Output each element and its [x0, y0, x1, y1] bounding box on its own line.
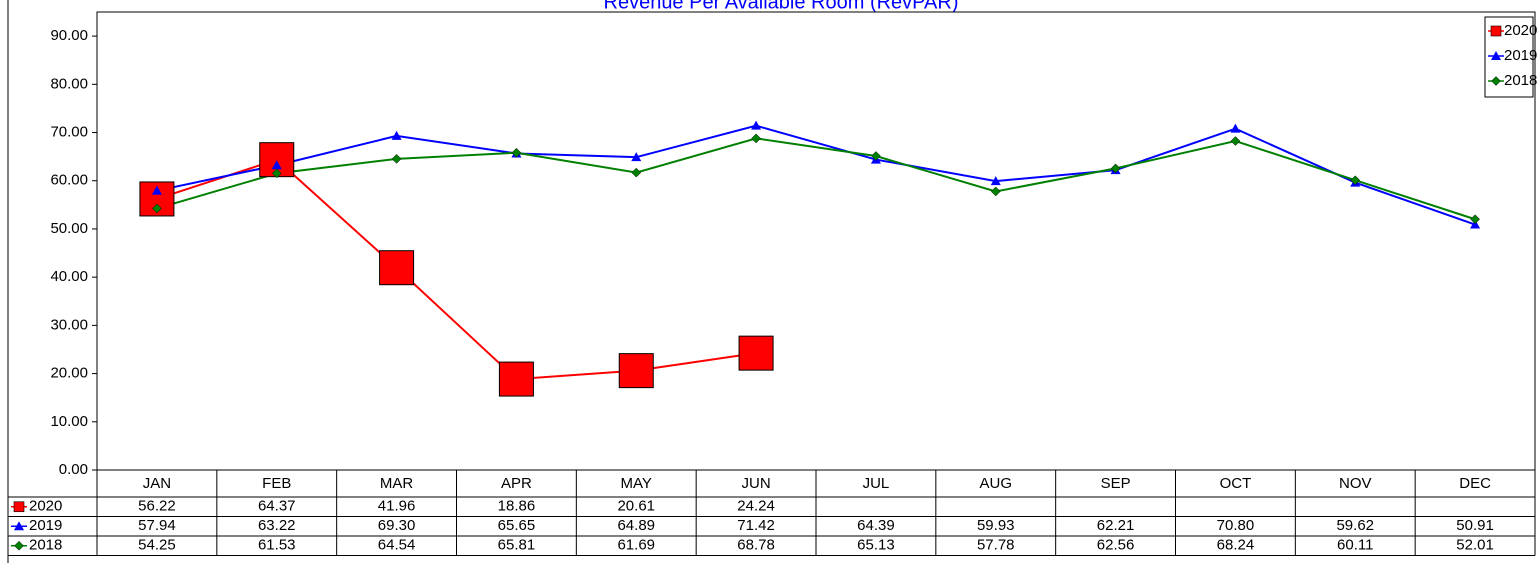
y-tick-label: 60.00	[50, 172, 88, 189]
table-value: 57.78	[977, 537, 1015, 554]
x-tick-label: MAR	[380, 475, 414, 492]
table-value: 68.78	[737, 537, 775, 554]
table-value: 24.24	[737, 498, 775, 515]
table-value: 62.56	[1097, 537, 1135, 554]
table-legend-marker	[14, 521, 24, 531]
table-value: 59.62	[1336, 517, 1374, 534]
x-tick-label: MAY	[621, 475, 652, 492]
table-value: 64.89	[617, 517, 655, 534]
chart-title: Revenue Per Available Room (RevPAR)	[604, 0, 959, 13]
data-point	[498, 361, 534, 397]
y-tick-label: 30.00	[50, 316, 88, 333]
x-tick-label: JAN	[143, 475, 171, 492]
y-tick-label: 40.00	[50, 268, 88, 285]
y-tick-label: 90.00	[50, 27, 88, 44]
x-tick-label: DEC	[1459, 475, 1491, 492]
x-tick-label: SEP	[1101, 475, 1131, 492]
table-value: 56.22	[138, 498, 176, 515]
legend-marker	[1491, 76, 1501, 86]
legend-marker	[1490, 25, 1502, 37]
x-tick-label: APR	[501, 475, 532, 492]
y-tick-label: 10.00	[50, 413, 88, 430]
table-value: 63.22	[258, 517, 296, 534]
legend-label: 2020	[1504, 22, 1537, 39]
table-value: 64.39	[857, 517, 895, 534]
data-point	[631, 152, 642, 162]
data-point	[1470, 214, 1480, 225]
y-tick-label: 70.00	[50, 123, 88, 140]
x-tick-label: NOV	[1339, 475, 1372, 492]
data-point	[1350, 175, 1361, 186]
data-point	[379, 250, 415, 286]
data-point	[271, 160, 282, 170]
data-point	[271, 168, 282, 179]
data-point	[751, 133, 761, 144]
data-point	[1230, 136, 1241, 146]
table-value: 70.80	[1217, 517, 1255, 534]
data-point	[631, 167, 642, 178]
data-point	[391, 153, 402, 164]
data-point	[391, 130, 402, 140]
table-value: 50.91	[1456, 517, 1494, 534]
x-tick-label: AUG	[979, 475, 1012, 492]
x-tick-label: FEB	[262, 475, 291, 492]
y-tick-label: 80.00	[50, 75, 88, 92]
table-value: 68.24	[1217, 537, 1255, 554]
table-value: 20.61	[617, 498, 655, 515]
table-legend-marker	[14, 540, 24, 551]
series-line	[156, 124, 1476, 226]
y-tick-label: 20.00	[50, 365, 88, 382]
table-value: 69.30	[378, 517, 416, 534]
data-point	[618, 353, 654, 389]
x-tick-label: OCT	[1220, 475, 1252, 492]
data-point	[511, 147, 522, 158]
table-value: 64.54	[378, 537, 416, 554]
table-value: 65.81	[498, 537, 536, 554]
data-point	[151, 185, 162, 195]
table-value: 41.96	[378, 498, 416, 515]
legend-label: 2018	[1504, 72, 1537, 89]
series-line	[156, 137, 1476, 221]
table-value: 62.21	[1097, 517, 1135, 534]
table-value: 61.53	[258, 537, 296, 554]
table-value: 71.42	[737, 517, 775, 534]
table-value: 60.11	[1337, 537, 1373, 554]
x-tick-label: JUN	[741, 475, 770, 492]
table-value: 65.65	[498, 517, 536, 534]
legend-marker	[1491, 51, 1501, 60]
data-point	[152, 203, 162, 214]
data-point	[1230, 123, 1241, 133]
table-legend-marker	[13, 501, 25, 513]
table-series-name: 2018	[29, 537, 62, 554]
table-value: 65.13	[857, 537, 895, 554]
data-point	[738, 335, 774, 371]
table-series-name: 2019	[29, 517, 62, 534]
table-value: 61.69	[617, 537, 655, 554]
table-value: 52.01	[1456, 537, 1494, 554]
table-value: 59.93	[977, 517, 1015, 534]
y-tick-label: 50.00	[50, 220, 88, 237]
series-line	[156, 158, 757, 381]
data-point	[990, 176, 1001, 186]
table-value: 18.86	[498, 498, 536, 515]
table-value: 54.25	[138, 537, 176, 554]
x-tick-label: JUL	[863, 475, 890, 492]
data-point	[990, 186, 1001, 197]
data-point	[751, 120, 762, 130]
y-tick-label: 0.00	[59, 461, 88, 478]
table-series-name: 2020	[29, 498, 62, 515]
legend-label: 2019	[1504, 47, 1537, 64]
data-point	[1110, 163, 1121, 174]
table-value: 64.37	[258, 498, 296, 515]
table-value: 57.94	[138, 517, 176, 534]
data-point	[871, 151, 881, 161]
